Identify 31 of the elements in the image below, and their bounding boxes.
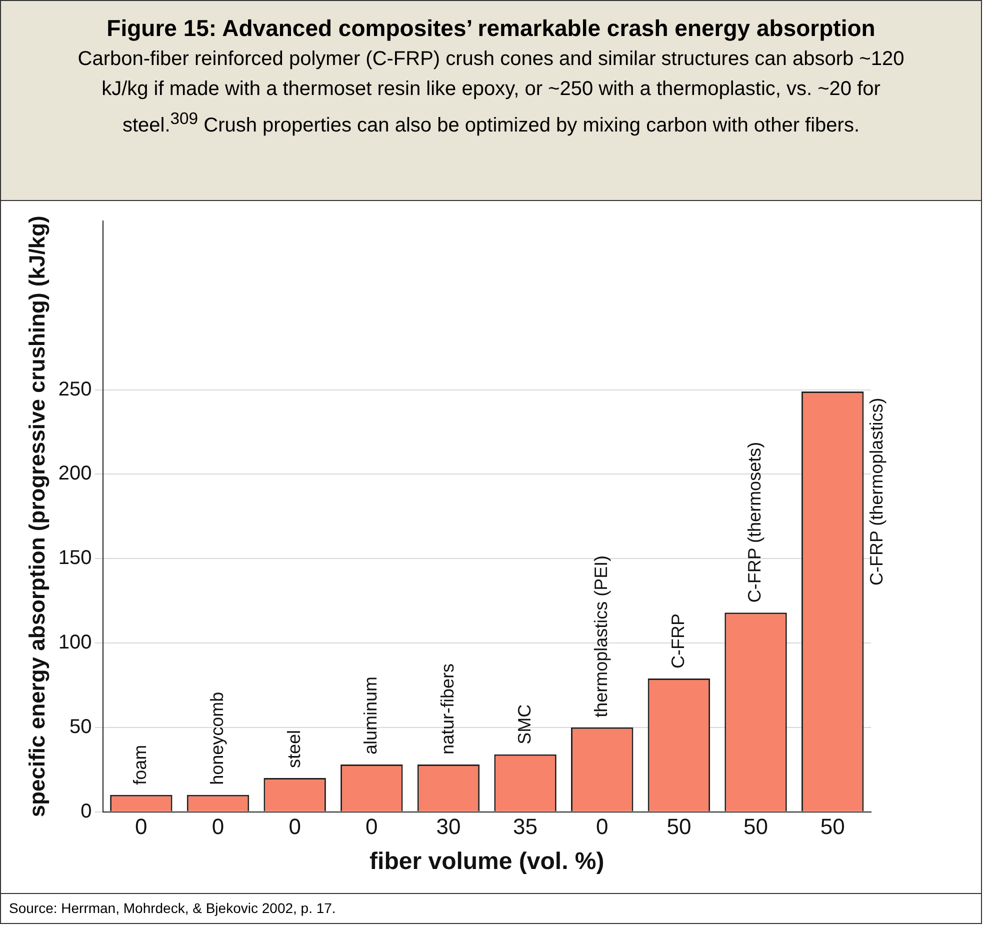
- y-tick-label: 150: [58, 547, 92, 570]
- data-label: C-FRP (thermoplastics): [866, 398, 887, 586]
- x-tick-label: 0: [212, 814, 224, 840]
- y-tick-label: 0: [80, 800, 92, 822]
- x-tick-label: 50: [666, 814, 692, 840]
- x-tick-label: 50: [744, 814, 768, 840]
- data-label: C-FRP (thermosets): [744, 442, 765, 603]
- x-tick-label: 35: [513, 814, 538, 840]
- data-label: natur-fibers: [437, 663, 458, 755]
- source-note: Source: Herrman, Mohrdeck, & Bjekovic 2002, p. 17.: [1, 893, 981, 923]
- x-tick-label: 0: [135, 814, 148, 840]
- data-label: honeycomb: [206, 692, 227, 785]
- x-tick-label: 0: [596, 814, 608, 840]
- y-tick-label: 50: [70, 716, 92, 738]
- chart-title: Figure 15: Advanced composites’ remarkable crash energy absorption: [106, 15, 876, 42]
- y-tick-label: 200: [58, 462, 92, 485]
- data-label: aluminum: [360, 676, 381, 755]
- x-tick-label: 30: [436, 814, 461, 840]
- x-tick-label: 50: [820, 814, 845, 840]
- x-tick-label: 0: [288, 814, 301, 840]
- y-axis-title: specific energy absorption (progressive crushing) (kJ/kg): [24, 216, 50, 818]
- y-tick-label: 100: [58, 632, 92, 654]
- x-axis-title: fiber volume (vol. %): [370, 848, 604, 876]
- y-tick-label: 250: [58, 378, 92, 400]
- data-label: thermoplastics (PEI): [591, 555, 612, 718]
- data-label: steel: [284, 730, 304, 768]
- data-label: foam: [130, 744, 150, 785]
- data-label: SMC: [514, 704, 534, 744]
- chart-subtitle: Carbon-fiber reinforced polymer (C-FRP) crush cones and similar structures can absorb ~120 kJ/kg if made with a thermoset resin like epoxy, or ~250 with a thermoplastic, vs. ~20 for steel.$^{309}$ Crush properties can also be optimized by mixing carbon with other fibers.: [76, 47, 906, 139]
- data-label: C-FRP: [668, 613, 688, 668]
- x-tick-label: 0: [366, 814, 378, 840]
